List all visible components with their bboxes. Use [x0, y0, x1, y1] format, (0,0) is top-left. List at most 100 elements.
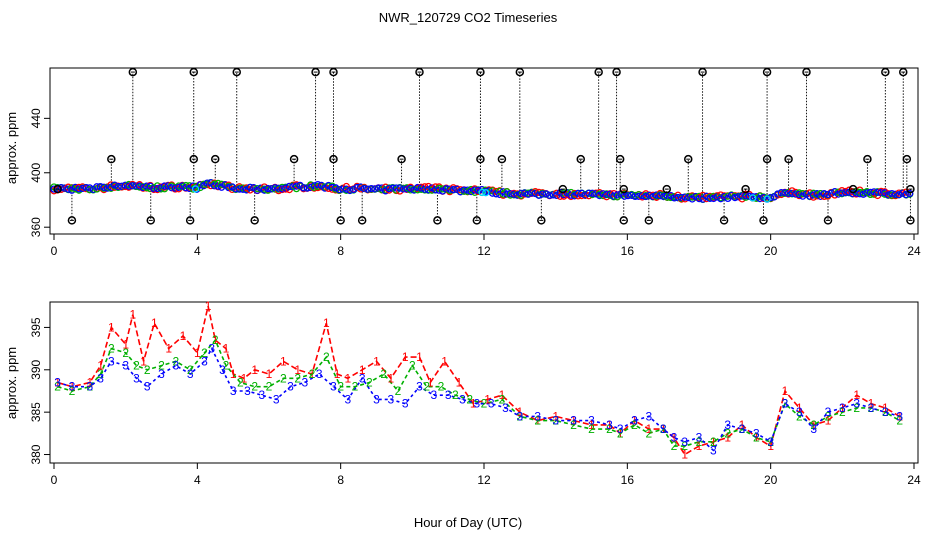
top-panel-point	[613, 191, 621, 199]
top-panel-point	[717, 191, 725, 199]
top-panel-point	[645, 191, 654, 199]
top-panel-point	[510, 190, 518, 198]
series-3-point-label: 3	[552, 414, 559, 428]
outlier-marker	[719, 216, 729, 225]
series-1-point-label: 1	[696, 439, 703, 453]
series-2-point-label: 2	[853, 401, 860, 415]
top-panel-point	[114, 182, 122, 191]
outlier-marker	[146, 216, 155, 225]
series-1-point-label: 1	[230, 367, 237, 381]
series-1-point-label: 1	[359, 363, 366, 377]
series-1-point-label: 1	[456, 376, 463, 390]
series-2-point-label: 2	[108, 342, 115, 356]
series-3-point-label: 3	[301, 376, 308, 390]
series-2-point-label: 2	[896, 414, 903, 428]
top-panel-point	[257, 184, 265, 192]
series-3-point-label: 3	[473, 397, 480, 411]
top-panel-point	[353, 183, 361, 192]
series-3-point-label: 3	[739, 422, 746, 436]
top-panel-point	[68, 184, 76, 192]
series-3-point-label: 3	[868, 401, 875, 415]
series-2-point-label: 2	[810, 418, 817, 432]
top-panel-x-tick-label: 8	[337, 244, 344, 258]
series-1-point-label: 1	[205, 299, 212, 313]
series-1-point-label: 1	[140, 354, 147, 368]
series-1-point-label: 1	[552, 409, 559, 423]
top-panel-point	[128, 182, 137, 190]
series-1-point-label: 1	[896, 409, 903, 423]
bottom-panel-x-tick-label: 4	[194, 473, 201, 487]
series-3-point-label: 3	[882, 405, 889, 419]
series-1-point-label: 1	[796, 401, 803, 415]
outlier-marker	[899, 68, 908, 77]
series-2-point-label: 2	[710, 435, 717, 449]
series-3-point-label: 3	[810, 422, 817, 436]
top-panel-point	[146, 184, 154, 193]
top-panel-cyan-point	[482, 189, 490, 197]
top-panel-point	[745, 192, 753, 200]
top-panel-point	[595, 191, 604, 200]
top-panel-point	[702, 194, 711, 203]
top-panel-point	[838, 187, 846, 195]
series-3-point-label: 3	[144, 380, 151, 394]
top-panel-point	[428, 184, 436, 192]
top-panel-point	[795, 190, 803, 199]
series-2-point-label: 2	[323, 350, 330, 364]
top-panel-point	[588, 189, 597, 197]
series-2-point-label: 2	[724, 426, 731, 440]
series-3-point-label: 3	[445, 388, 452, 402]
series-3-point-label: 3	[86, 380, 93, 394]
top-panel-point	[713, 193, 721, 201]
top-panel-point	[520, 189, 529, 197]
series-1-point-label: 1	[241, 371, 248, 385]
series-3-point-label: 3	[767, 435, 774, 449]
top-panel-point	[463, 186, 472, 194]
series-2-point-label: 2	[825, 409, 832, 423]
top-panel-point	[93, 183, 101, 191]
outlier-marker	[211, 154, 220, 164]
top-panel-point	[217, 180, 226, 188]
top-panel-point	[642, 192, 650, 201]
top-panel-point	[356, 183, 365, 191]
top-panel-point	[674, 193, 682, 202]
series-3-point-label: 3	[534, 409, 541, 423]
outlier-marker	[336, 216, 345, 225]
series-1-point-label: 1	[165, 342, 172, 356]
series-3-point-label: 3	[172, 359, 179, 373]
top-panel-point	[884, 191, 892, 199]
series-1-point-label: 1	[402, 350, 409, 364]
top-panel-point	[681, 193, 689, 201]
series-2-point-label: 2	[438, 380, 445, 394]
top-panel-point	[132, 182, 140, 190]
top-panel-point	[610, 192, 618, 200]
series-2-point-label: 2	[606, 422, 613, 436]
series-2-point-label: 2	[796, 409, 803, 423]
series-1-point-label: 1	[631, 414, 638, 428]
outlier-marker	[53, 184, 62, 194]
bottom-panel-y-tick-label: 390	[29, 359, 43, 379]
bottom-panel-x-tick-label: 12	[477, 473, 491, 487]
series-2-point-label: 2	[671, 439, 678, 453]
top-panel-point	[578, 191, 586, 200]
series-3-point-label: 3	[753, 426, 760, 440]
top-panel-point	[346, 186, 354, 195]
series-2-point-label: 2	[452, 388, 459, 402]
top-panel-point	[310, 182, 318, 190]
top-panel-x-tick-label: 24	[907, 244, 921, 258]
top-panel-point	[374, 184, 383, 192]
series-2-point-label: 2	[782, 397, 789, 411]
series-3-point-label: 3	[488, 397, 495, 411]
top-panel-point	[535, 188, 543, 197]
series-1-line	[57, 306, 901, 456]
series-1-point-label: 1	[810, 418, 817, 432]
outlier-marker	[357, 216, 367, 225]
series-1-point-label: 1	[617, 426, 624, 440]
top-panel-point	[873, 188, 882, 197]
top-panel-point	[528, 189, 536, 197]
series-2-point-label: 2	[617, 426, 624, 440]
top-panel-point	[898, 189, 907, 197]
top-panel-point	[417, 184, 425, 192]
top-panel-point	[756, 194, 764, 203]
chart-title: NWR_120729 CO2 Timeseries	[379, 10, 558, 25]
top-panel-point	[253, 186, 261, 194]
